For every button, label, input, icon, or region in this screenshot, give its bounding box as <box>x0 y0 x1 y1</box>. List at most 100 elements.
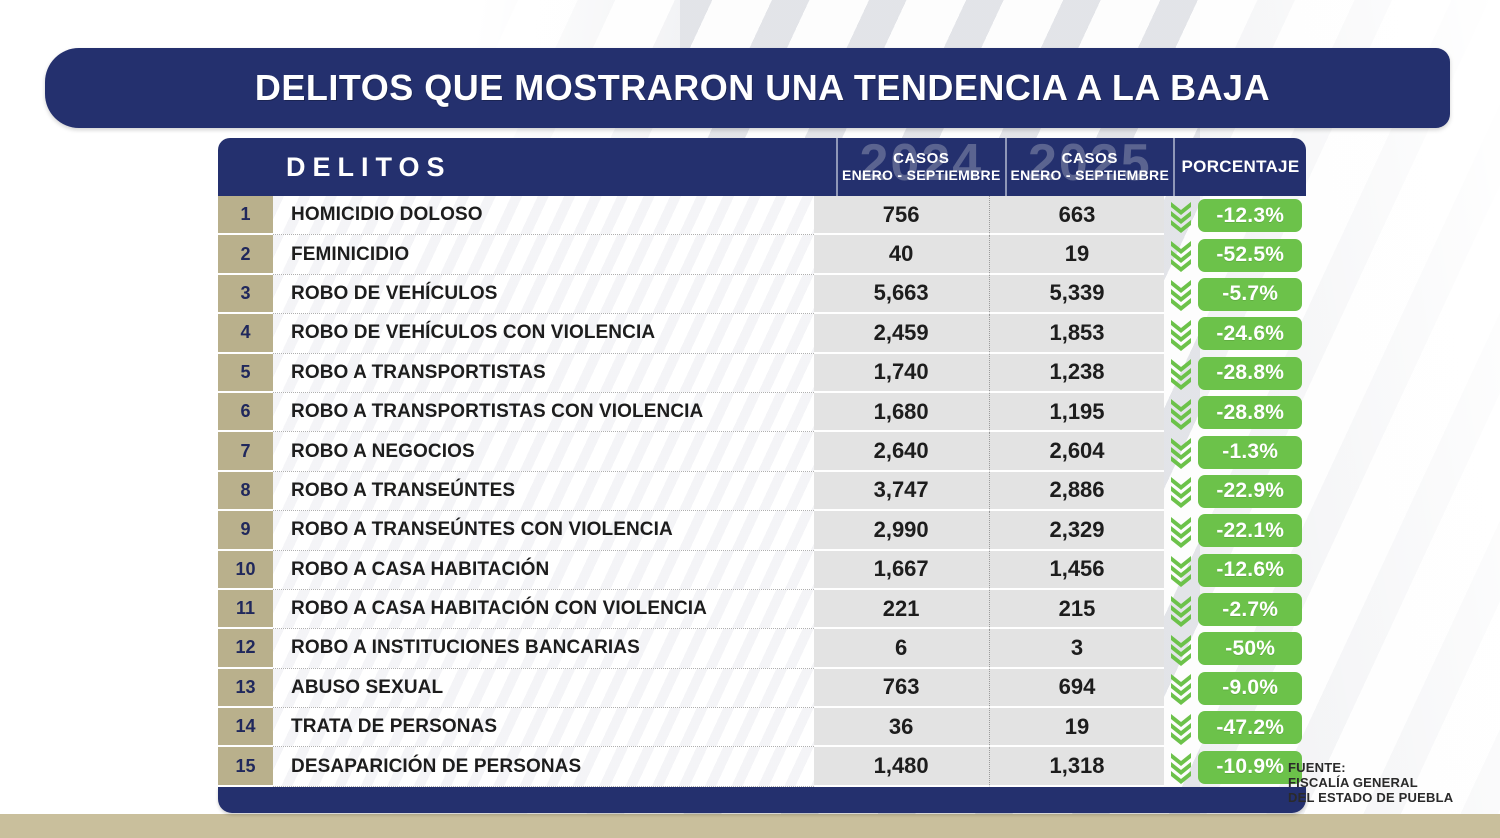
table-header-row: DELITOS 2024 CASOS ENERO - SEPTIEMBRE 20… <box>218 138 1306 196</box>
table-row: 5 ROBO A TRANSPORTISTAS 1,740 1,238 -28.8% <box>218 353 1306 393</box>
table-footer-bar <box>218 786 1306 813</box>
column-header-2024: 2024 CASOS ENERO - SEPTIEMBRE <box>836 138 1005 196</box>
row-cases-2025: 19 <box>988 235 1165 275</box>
row-delito-label: ROBO DE VEHÍCULOS <box>273 274 814 315</box>
row-cases-2024: 3,747 <box>813 471 989 512</box>
row-number: 9 <box>218 511 274 551</box>
column-header-casos-2025: CASOS <box>1061 149 1118 167</box>
row-delito-text: ROBO DE VEHÍCULOS CON VIOLENCIA <box>291 322 656 344</box>
percentage-badge: -52.5% <box>1198 238 1302 272</box>
table-row: 1 HOMICIDIO DOLOSO 756 663 -12.3% <box>218 196 1306 236</box>
ghost-year-2025: 2025 <box>1027 138 1152 192</box>
row-cases-2025: 1,238 <box>988 353 1165 393</box>
row-delito-label: ROBO DE VEHÍCULOS CON VIOLENCIA <box>273 314 814 354</box>
row-cases-2025: 5,339 <box>988 274 1165 315</box>
row-cases-2025: 1,195 <box>988 392 1165 433</box>
percentage-badge: -12.3% <box>1198 199 1302 233</box>
row-cases-2025: 1,318 <box>988 747 1165 787</box>
table-row: 14 TRATA DE PERSONAS 36 19 -47.2% <box>218 708 1306 748</box>
table-body: 1 HOMICIDIO DOLOSO 756 663 -12.3% 2 FEMINICIDI… <box>218 196 1306 787</box>
column-header-porcentaje-label: PORCENTAJE <box>1181 157 1300 176</box>
table-row: 9 ROBO A TRANSEÚNTES CON VIOLENCIA 2,990 2,… <box>218 511 1306 551</box>
row-cases-2024: 36 <box>813 708 989 748</box>
trend-down-arrows-icon <box>1168 238 1194 273</box>
row-cases-2025: 694 <box>988 668 1165 709</box>
table-row: 12 ROBO A INSTITUCIONES BANCARIAS 6 3 -50% <box>218 629 1306 669</box>
row-percentage-cell: -28.8% <box>1164 393 1306 432</box>
row-delito-text: HOMICIDIO DOLOSO <box>291 204 483 226</box>
row-cases-2025: 2,329 <box>988 511 1165 551</box>
row-number: 3 <box>218 274 274 315</box>
percentage-badge: -50% <box>1198 632 1302 666</box>
row-cases-2024: 221 <box>813 589 989 630</box>
row-number: 11 <box>218 589 274 630</box>
trend-down-arrows-icon <box>1168 474 1194 509</box>
trend-down-arrows-icon <box>1168 396 1194 430</box>
row-cases-2025: 663 <box>988 196 1165 236</box>
percentage-badge: -47.2% <box>1198 711 1302 745</box>
row-cases-2024: 40 <box>813 235 989 275</box>
trend-down-arrows-icon <box>1168 199 1194 233</box>
source-line-1: FUENTE: <box>1288 760 1346 775</box>
row-delito-text: ROBO A INSTITUCIONES BANCARIAS <box>291 637 640 659</box>
row-delito-label: ROBO A TRANSPORTISTAS <box>273 353 814 393</box>
row-number: 6 <box>218 392 274 433</box>
row-delito-text: ROBO A TRANSPORTISTAS CON VIOLENCIA <box>291 401 704 423</box>
row-delito-text: DESAPARICIÓN DE PERSONAS <box>291 755 582 777</box>
percentage-badge: -24.6% <box>1198 317 1302 351</box>
row-number: 14 <box>218 708 274 748</box>
bottom-accent-strip <box>0 814 1500 838</box>
row-delito-text: ROBO DE VEHÍCULOS <box>291 282 498 304</box>
column-header-2025: 2025 CASOS ENERO - SEPTIEMBRE <box>1004 138 1174 196</box>
percentage-badge: -5.7% <box>1198 277 1302 311</box>
row-delito-label: ROBO A TRANSEÚNTES CON VIOLENCIA <box>273 511 814 551</box>
row-cases-2025: 215 <box>988 589 1165 630</box>
percentage-badge: -22.1% <box>1198 514 1302 548</box>
table-row: 7 ROBO A NEGOCIOS 2,640 2,604 -1.3% <box>218 432 1306 472</box>
percentage-badge: -28.8% <box>1198 356 1302 390</box>
trend-down-arrows-icon <box>1168 317 1194 351</box>
row-delito-text: FEMINICIDIO <box>291 243 410 265</box>
row-percentage-cell: -1.3% <box>1164 432 1306 471</box>
row-cases-2024: 1,740 <box>813 353 989 393</box>
row-cases-2024: 763 <box>813 668 989 709</box>
row-percentage-cell: -9.0% <box>1164 669 1306 708</box>
row-percentage-cell: -24.6% <box>1164 314 1306 353</box>
trend-down-arrows-icon <box>1168 553 1194 588</box>
row-number: 15 <box>218 747 274 787</box>
source-attribution: FUENTE: FISCALÍA GENERAL DEL ESTADO DE P… <box>1288 760 1488 805</box>
row-percentage-cell: -52.5% <box>1164 235 1306 274</box>
row-delito-label: TRATA DE PERSONAS <box>273 708 814 748</box>
table-row: 2 FEMINICIDIO 40 19 -52.5% <box>218 235 1306 275</box>
table-row: 11 ROBO A CASA HABITACIÓN CON VIOLENCIA 22… <box>218 589 1306 630</box>
row-delito-label: ROBO A CASA HABITACIÓN <box>273 550 814 590</box>
row-cases-2024: 6 <box>813 629 989 669</box>
row-cases-2025: 1,456 <box>988 550 1165 590</box>
page-title: DELITOS QUE MOSTRARON UNA TENDENCIA A LA… <box>254 67 1271 108</box>
source-line-2: FISCALÍA GENERAL <box>1288 775 1418 790</box>
row-number: 8 <box>218 471 274 512</box>
row-delito-text: ROBO A TRANSPORTISTAS <box>291 361 546 383</box>
row-number: 12 <box>218 629 274 669</box>
row-cases-2024: 756 <box>813 196 989 236</box>
row-cases-2024: 2,459 <box>813 314 989 354</box>
title-banner: DELITOS QUE MOSTRARON UNA TENDENCIA A LA… <box>45 48 1450 128</box>
percentage-badge: -22.9% <box>1198 474 1302 508</box>
row-delito-label: ROBO A CASA HABITACIÓN CON VIOLENCIA <box>273 589 814 630</box>
column-header-porcentaje: PORCENTAJE <box>1173 138 1306 196</box>
trend-down-arrows-icon <box>1168 632 1194 666</box>
row-delito-text: ABUSO SEXUAL <box>291 676 444 698</box>
row-number: 4 <box>218 314 274 354</box>
row-number: 5 <box>218 353 274 393</box>
row-delito-label: ABUSO SEXUAL <box>273 668 814 709</box>
row-delito-text: ROBO A NEGOCIOS <box>291 440 475 462</box>
column-header-delitos-label: DELITOS <box>286 151 452 182</box>
row-number: 10 <box>218 550 274 590</box>
table-row: 15 DESAPARICIÓN DE PERSONAS 1,480 1,318 -10.… <box>218 747 1306 787</box>
row-cases-2025: 1,853 <box>988 314 1165 354</box>
percentage-badge: -1.3% <box>1198 435 1302 469</box>
table-row: 3 ROBO DE VEHÍCULOS 5,663 5,339 -5.7% <box>218 274 1306 315</box>
trend-down-arrows-icon <box>1168 711 1194 745</box>
row-cases-2025: 3 <box>988 629 1165 669</box>
row-delito-text: ROBO A TRANSEÚNTES <box>291 479 516 501</box>
